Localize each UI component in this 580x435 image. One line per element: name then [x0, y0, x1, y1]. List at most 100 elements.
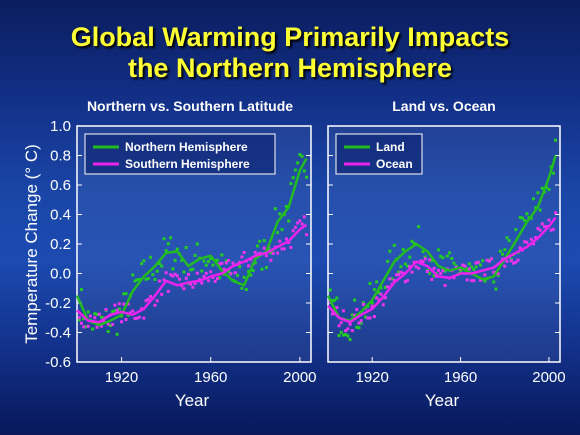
- panel2-annual-point: [487, 259, 491, 263]
- panel2-annual-point: [377, 298, 381, 302]
- panel1-annual-point: [149, 295, 153, 299]
- panel1-annual-point: [153, 303, 157, 307]
- panel2-annual-point: [339, 321, 343, 325]
- panel2-annual-point: [401, 248, 405, 252]
- panel2-annual-point: [392, 243, 396, 247]
- panel2-annual-point: [496, 273, 500, 277]
- panel1-legend-box: [84, 133, 276, 175]
- panel1-annual-point: [153, 277, 157, 281]
- panel2-annual-point: [472, 279, 476, 283]
- panel1-annual-point: [247, 264, 251, 268]
- panel2-annual-point: [476, 260, 480, 264]
- panel1-annual-point: [160, 292, 164, 296]
- panel2-annual-point: [344, 329, 348, 333]
- panel2-annual-point: [554, 211, 558, 215]
- panel1-annual-point: [276, 231, 280, 235]
- panel1-annual-point: [122, 292, 126, 296]
- panel2-annual-point: [403, 280, 407, 284]
- y-axis-label: Temperature Change (° C): [22, 144, 41, 344]
- panel1-annual-point: [213, 279, 217, 283]
- panel1-annual-point: [220, 253, 224, 257]
- panel1-annual-point: [100, 324, 104, 328]
- panel1-annual-point: [162, 237, 166, 241]
- panel2-annual-point: [536, 191, 540, 195]
- panel1-annual-point: [111, 310, 115, 314]
- panel1-annual-point: [164, 249, 168, 253]
- panel1-annual-point: [200, 269, 204, 273]
- panel1-annual-point: [126, 302, 130, 306]
- panel2-annual-point: [372, 288, 376, 292]
- panel2-annual-point: [337, 334, 341, 338]
- panel2-annual-point: [432, 274, 436, 278]
- panel2-annual-point: [410, 270, 414, 274]
- panel2-annual-point: [361, 301, 365, 305]
- panel2-annual-point: [551, 227, 555, 231]
- panel1-annual-point: [284, 205, 288, 209]
- panel2-annual-point: [509, 259, 513, 263]
- panel2-annual-point: [423, 257, 427, 261]
- panel1-annual-point: [247, 269, 251, 273]
- panel1-annual-point: [211, 263, 215, 267]
- panel1-annual-point: [166, 289, 170, 293]
- panel1-annual-point: [238, 265, 242, 269]
- panel1-annual-point: [171, 267, 175, 271]
- panel2-annual-point: [357, 326, 361, 330]
- panel1-annual-point: [284, 237, 288, 241]
- panel1-annual-point: [142, 259, 146, 263]
- panel1-annual-point: [204, 263, 208, 267]
- panel1-annual-point: [300, 222, 304, 226]
- panel1-annual-point: [276, 251, 280, 255]
- panel2-annual-point: [383, 285, 387, 289]
- panel1-annual-point: [209, 257, 213, 261]
- panel2-annual-point: [478, 278, 482, 282]
- panel1-annual-point: [260, 267, 264, 271]
- panel2-annual-point: [330, 312, 334, 316]
- panel1-annual-point: [169, 273, 173, 277]
- panel1-annual-point: [82, 325, 86, 329]
- panel2-annual-point: [408, 255, 412, 259]
- panel2-annual-point: [441, 269, 445, 273]
- panel1-annual-point: [131, 273, 135, 277]
- panel1-annual-point: [200, 281, 204, 285]
- panel1-annual-point: [140, 262, 144, 266]
- panel2-annual-point: [525, 240, 529, 244]
- panel-title-left: Northern vs. Southern Latitude: [87, 98, 293, 114]
- panel2-annual-point: [430, 259, 434, 263]
- panel2-annual-point: [507, 239, 511, 243]
- panel1-annual-point: [144, 299, 148, 303]
- panel2-annual-point: [478, 263, 482, 267]
- panel2-annual-point: [467, 262, 471, 266]
- panel2-annual-point: [529, 237, 533, 241]
- panel1-annual-point: [195, 271, 199, 275]
- panel2-annual-point: [459, 269, 463, 273]
- panel1-annual-point: [269, 251, 273, 255]
- panel1-annual-point: [222, 267, 226, 271]
- panel2-annual-point: [397, 270, 401, 274]
- panel2-annual-point: [483, 273, 487, 277]
- panel1-annual-point: [126, 313, 130, 317]
- panel1-annual-point: [264, 266, 268, 270]
- panel1-annual-point: [100, 315, 104, 319]
- panel1-annual-point: [180, 284, 184, 288]
- panel2-annual-point: [434, 274, 438, 278]
- panel2-annual-point: [450, 256, 454, 260]
- panel1-annual-point: [106, 329, 110, 333]
- panel1-annual-point: [82, 317, 86, 321]
- panel2-annual-point: [381, 303, 385, 307]
- panel1-legend-label-2: Southern Hemisphere: [125, 157, 250, 171]
- panel2-annual-point: [492, 280, 496, 284]
- y-tick-label: 0.2: [50, 236, 71, 253]
- panel2-annual-point: [470, 279, 474, 283]
- panel2-annual-point: [353, 313, 357, 317]
- panel2-annual-point: [492, 270, 496, 274]
- panel1-annual-point: [115, 308, 119, 312]
- panel2-annual-point: [531, 197, 535, 201]
- panel1-annual-point: [137, 277, 141, 281]
- panel2-annual-point: [439, 254, 443, 258]
- panel2-annual-point: [448, 251, 452, 255]
- panel1-annual-point: [296, 161, 300, 165]
- panel1-annual-point: [298, 153, 302, 157]
- panel2-annual-point: [392, 279, 396, 283]
- panel1-annual-point: [282, 247, 286, 251]
